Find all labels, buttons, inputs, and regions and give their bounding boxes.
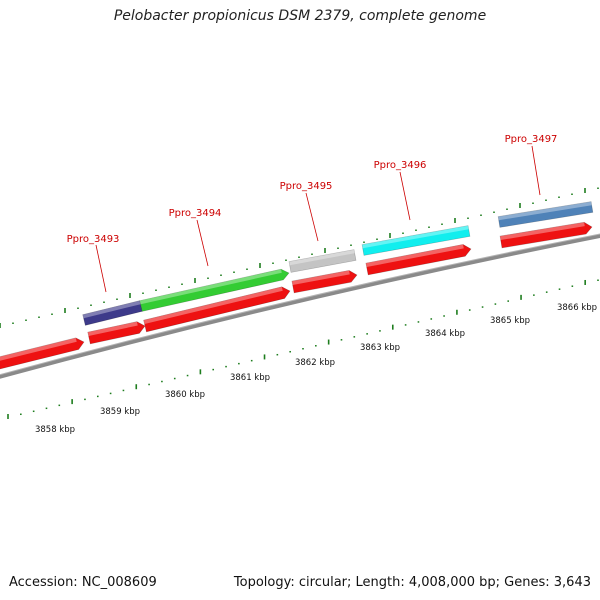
label-leader-line — [196, 219, 209, 267]
scale-tick-label: 3863 kbp — [360, 343, 400, 353]
tick-marks — [0, 187, 599, 419]
map-title: Pelobacter propionicus DSM 2379, complet… — [113, 8, 487, 24]
genome-summary-text: Topology: circular; Length: 4,008,000 bp… — [233, 575, 591, 590]
gene-label: Ppro_3496 — [374, 160, 427, 171]
scale-tick-label: 3866 kbp — [557, 303, 597, 313]
cds-arrow-6[interactable] — [499, 221, 593, 249]
scale-tick-label: 3859 kbp — [100, 407, 140, 417]
gene-ppro-3497[interactable] — [497, 201, 594, 228]
gene-label: Ppro_3497 — [505, 134, 558, 145]
cds-arrow-1[interactable] — [0, 337, 85, 370]
gene-label: Ppro_3494 — [169, 208, 222, 219]
scale-tick-label: 3862 kbp — [295, 358, 335, 368]
cds-arrow-4[interactable] — [291, 270, 358, 294]
cds-arrow-5[interactable] — [365, 244, 472, 276]
accession-text: Accession: NC_008609 — [9, 575, 157, 590]
scale-tick-label: 3861 kbp — [230, 373, 270, 383]
scale-tick-label: 3860 kbp — [165, 390, 205, 400]
cds-arrow-3[interactable] — [143, 286, 291, 333]
genome-backbone — [0, 233, 600, 379]
label-leader-line — [305, 192, 319, 242]
scale-tick-label: 3858 kbp — [35, 425, 75, 435]
scale-tick-label: 3865 kbp — [490, 316, 530, 326]
gene-ppro-3496[interactable] — [361, 225, 471, 256]
gene-features — [0, 201, 594, 370]
gene-labels: Ppro_3493 Ppro_3494 Ppro_3495 Ppro_3496 Ppro… — [67, 134, 558, 293]
gene-ppro-3495[interactable] — [288, 249, 357, 273]
gene-ppro-3493[interactable] — [82, 300, 143, 326]
gene-ppro-3494[interactable] — [139, 268, 290, 312]
scale-labels: 3858 kbp 3859 kbp 3860 kbp 3861 kbp 3862 kbp… — [35, 303, 597, 435]
gene-label: Ppro_3495 — [280, 181, 333, 192]
cds-arrow-2[interactable] — [87, 321, 146, 345]
label-leader-line — [95, 244, 107, 293]
scale-tick-label: 3864 kbp — [425, 329, 465, 339]
genome-backbone-highlight — [0, 233, 600, 376]
gene-label: Ppro_3493 — [67, 234, 120, 245]
label-leader-line — [399, 171, 411, 221]
label-leader-line — [531, 145, 541, 196]
